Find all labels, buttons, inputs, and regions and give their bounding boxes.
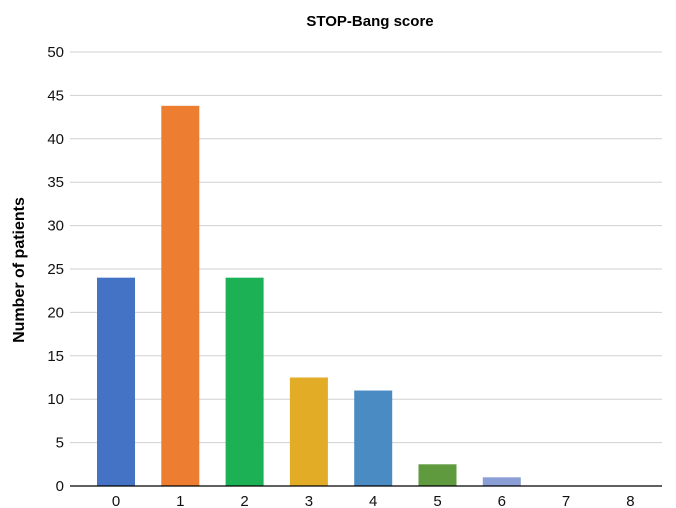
- x-tick-label: 8: [626, 493, 634, 508]
- x-tick-label: 2: [240, 493, 248, 508]
- x-axis-ticks: 0 1 2 3 4 5 6 7 8: [112, 493, 635, 508]
- bar-score-4: [354, 390, 393, 486]
- y-tick-label: 50: [47, 44, 64, 61]
- bars: [97, 105, 521, 486]
- y-tick-label: 15: [47, 348, 64, 365]
- x-tick-label: 0: [112, 493, 120, 508]
- bar-score-5: [418, 464, 457, 486]
- y-tick-label: 30: [47, 218, 64, 235]
- bar-score-1: [161, 105, 200, 486]
- x-tick-label: 3: [305, 493, 313, 508]
- y-tick-label: 5: [56, 435, 64, 452]
- x-tick-label: 6: [498, 493, 506, 508]
- x-tick-label: 5: [433, 493, 441, 508]
- y-tick-label: 20: [47, 304, 64, 321]
- y-tick-label: 40: [47, 131, 64, 148]
- bar-score-2: [225, 277, 264, 486]
- y-axis-ticks: 0 5 10 15 20 25 30 35 40 45 50: [47, 44, 64, 495]
- y-tick-label: 0: [56, 478, 64, 495]
- x-tick-label: 4: [369, 493, 377, 508]
- y-tick-label: 10: [47, 391, 64, 408]
- bar-score-3: [289, 377, 328, 486]
- x-tick-label: 1: [176, 493, 184, 508]
- y-axis-label: Number of patients: [11, 197, 28, 343]
- y-tick-label: 35: [47, 174, 64, 191]
- y-tick-label: 25: [47, 261, 64, 278]
- x-tick-label: 7: [562, 493, 570, 508]
- y-tick-label: 45: [47, 87, 64, 104]
- bar-score-0: [97, 277, 135, 486]
- gridlines: [70, 51, 662, 444]
- chart-title: STOP-Bang score: [306, 13, 433, 30]
- bar-score-6: [482, 477, 521, 486]
